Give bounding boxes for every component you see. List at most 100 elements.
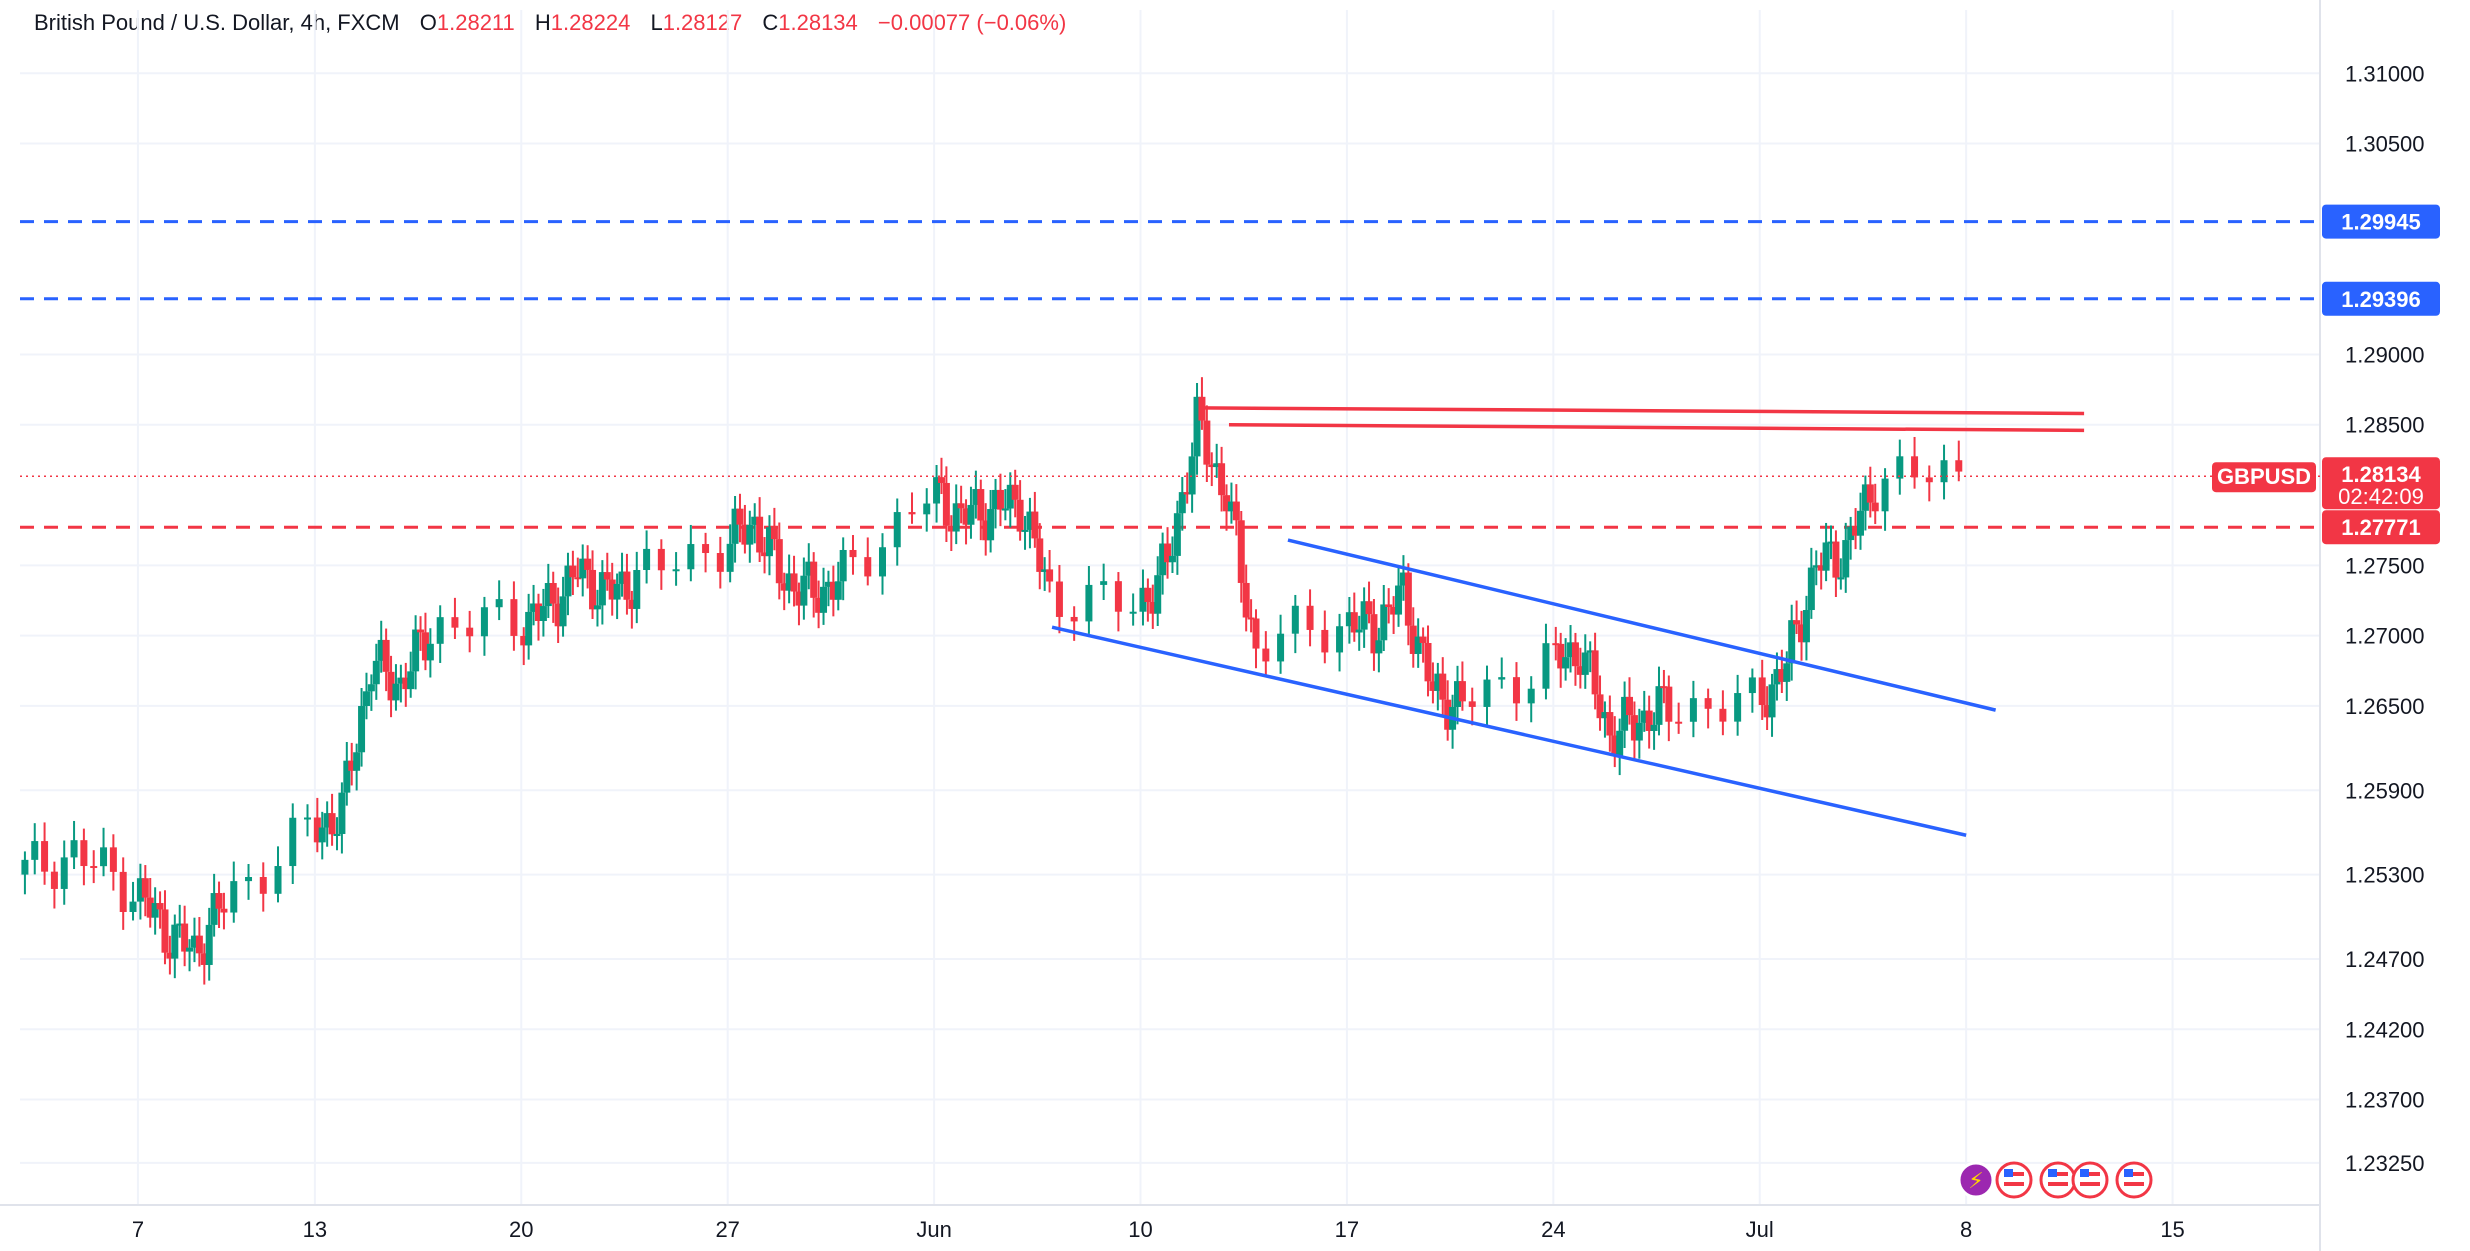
y-tick-label: 1.26500 <box>2345 694 2425 719</box>
symbol-tag-box <box>2212 462 2316 493</box>
candle-body <box>1675 721 1683 724</box>
candle-body <box>190 935 198 948</box>
candle-body <box>1611 735 1619 757</box>
price-tag-label: 1.29396 <box>2341 287 2421 312</box>
candle-body <box>1247 617 1255 620</box>
candle-body <box>1434 673 1442 691</box>
candle-body <box>1218 463 1226 496</box>
candle-body <box>559 596 567 627</box>
candle-body <box>544 583 552 607</box>
candle-body <box>564 565 572 597</box>
candle-body <box>1911 456 1919 478</box>
candle-body <box>1719 708 1727 722</box>
candle-body <box>230 881 238 913</box>
candle-body <box>1847 526 1855 541</box>
candle-body <box>1001 508 1009 511</box>
candle-body <box>628 599 636 609</box>
candle-body <box>1758 677 1766 706</box>
x-tick-label: 20 <box>509 1217 533 1242</box>
candle-body <box>1562 657 1570 669</box>
candle-body <box>1783 663 1791 682</box>
candle-body <box>1252 618 1260 649</box>
candle-body <box>1817 565 1825 571</box>
candle-body <box>1601 712 1609 719</box>
candle-body <box>972 489 980 505</box>
y-tick-label: 1.28500 <box>2345 413 2425 438</box>
trend-line <box>1051 625 1967 837</box>
trend-line <box>1287 538 1997 712</box>
candle-body <box>657 548 665 571</box>
candle-body <box>412 629 420 672</box>
candle-body <box>1193 396 1201 457</box>
candle-body <box>304 817 311 820</box>
candle-body <box>775 539 783 584</box>
candle-body <box>70 840 78 858</box>
candle-body <box>1277 633 1285 662</box>
candle-body <box>1026 511 1034 530</box>
candle-body <box>716 553 724 572</box>
candle-body <box>60 857 68 889</box>
candle-body <box>1571 642 1579 667</box>
candle-body <box>1154 575 1162 614</box>
flag-canton <box>2124 1169 2133 1177</box>
x-tick-label: 10 <box>1128 1217 1152 1242</box>
candle-body <box>1203 420 1211 465</box>
candle-body <box>1016 499 1024 532</box>
candle-body <box>1213 463 1221 468</box>
candle-body <box>1852 526 1860 536</box>
y-tick-label: 1.25900 <box>2345 778 2425 803</box>
current-price-box <box>2322 457 2440 510</box>
candle-body <box>1527 688 1535 704</box>
flag-canton <box>2048 1169 2057 1177</box>
candle-body <box>1665 686 1673 722</box>
candle-body <box>613 583 621 600</box>
candle-body <box>908 512 916 515</box>
candle-body <box>947 525 955 532</box>
low-value: 1.28127 <box>662 10 743 35</box>
candle-body <box>1350 612 1358 633</box>
candle-body <box>623 571 631 600</box>
candle-body <box>1896 456 1904 479</box>
candle-body <box>90 866 98 869</box>
candle-body <box>358 705 366 753</box>
candle-body <box>569 565 577 578</box>
x-tick-label: 13 <box>303 1217 327 1242</box>
candle-body <box>1149 602 1157 614</box>
candle-body <box>1360 601 1368 630</box>
lightning-glyph: ⚡ <box>1968 1169 1983 1194</box>
candle-body <box>579 558 587 579</box>
price-tag-box <box>2322 204 2440 239</box>
candle-body <box>810 561 818 598</box>
candle-body <box>1626 696 1634 716</box>
candle-body <box>176 923 184 926</box>
candle-body <box>397 677 405 684</box>
candle-body <box>574 577 582 580</box>
candle-body <box>367 684 375 692</box>
candle-body <box>362 691 370 706</box>
candle-body <box>1542 643 1550 689</box>
candle-body <box>1114 581 1122 612</box>
candle-body <box>1881 478 1889 512</box>
candle-body <box>952 503 960 532</box>
candle-body <box>800 575 808 606</box>
high-value: 1.28224 <box>550 10 631 35</box>
candle-body <box>1734 693 1742 722</box>
candle-body <box>377 639 385 661</box>
candle-body <box>834 581 842 600</box>
y-tick-label: 1.24700 <box>2345 947 2425 972</box>
candle-body <box>372 660 380 685</box>
candle-body <box>1164 543 1172 563</box>
candle-body <box>31 841 39 860</box>
candle-body <box>829 581 837 600</box>
candle-body <box>181 923 189 952</box>
symbol-tag-label: GBPUSD <box>2217 464 2311 489</box>
candle-body <box>1788 620 1796 664</box>
candle-body <box>1390 607 1398 615</box>
candle-body <box>879 547 886 577</box>
candle-body <box>195 935 203 954</box>
x-tick-label: 8 <box>1960 1217 1972 1242</box>
candle-body <box>1660 686 1668 689</box>
candle-body <box>1380 604 1388 641</box>
candle-body <box>495 599 503 608</box>
